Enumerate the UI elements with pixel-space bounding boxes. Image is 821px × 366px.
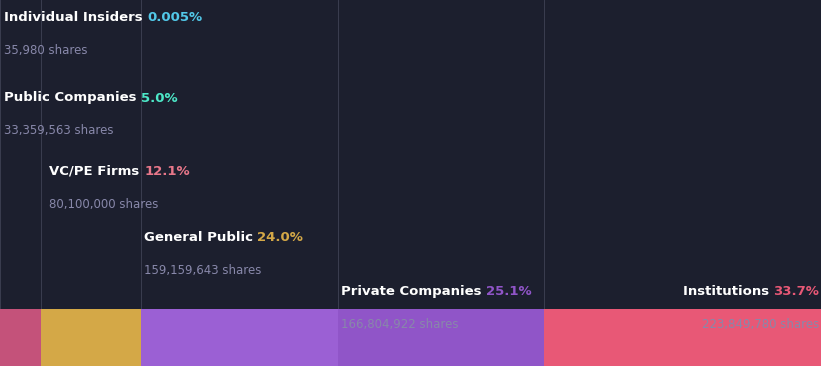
Text: 80,100,000 shares: 80,100,000 shares — [49, 198, 158, 211]
Text: Private Companies: Private Companies — [341, 285, 486, 299]
Text: 35,980 shares: 35,980 shares — [4, 44, 88, 57]
Bar — [41, 309, 140, 366]
Text: 5.0%: 5.0% — [141, 92, 178, 105]
Text: 33,359,563 shares: 33,359,563 shares — [4, 124, 113, 138]
Text: Institutions: Institutions — [683, 285, 773, 299]
Text: 166,804,922 shares: 166,804,922 shares — [341, 318, 458, 332]
Text: General Public: General Public — [144, 231, 257, 244]
Text: 33.7%: 33.7% — [773, 285, 819, 299]
Text: 25.1%: 25.1% — [486, 285, 531, 299]
Text: VC/PE Firms: VC/PE Firms — [49, 165, 144, 178]
Text: 159,159,643 shares: 159,159,643 shares — [144, 264, 261, 277]
Bar — [140, 309, 337, 366]
Text: 0.005%: 0.005% — [147, 11, 203, 24]
Text: Public Companies: Public Companies — [4, 92, 141, 105]
Bar — [337, 309, 544, 366]
Bar — [544, 309, 821, 366]
Text: 24.0%: 24.0% — [257, 231, 303, 244]
Text: 223,849,780 shares: 223,849,780 shares — [702, 318, 819, 332]
Text: Individual Insiders: Individual Insiders — [4, 11, 147, 24]
Text: 12.1%: 12.1% — [144, 165, 190, 178]
Bar — [0, 309, 41, 366]
